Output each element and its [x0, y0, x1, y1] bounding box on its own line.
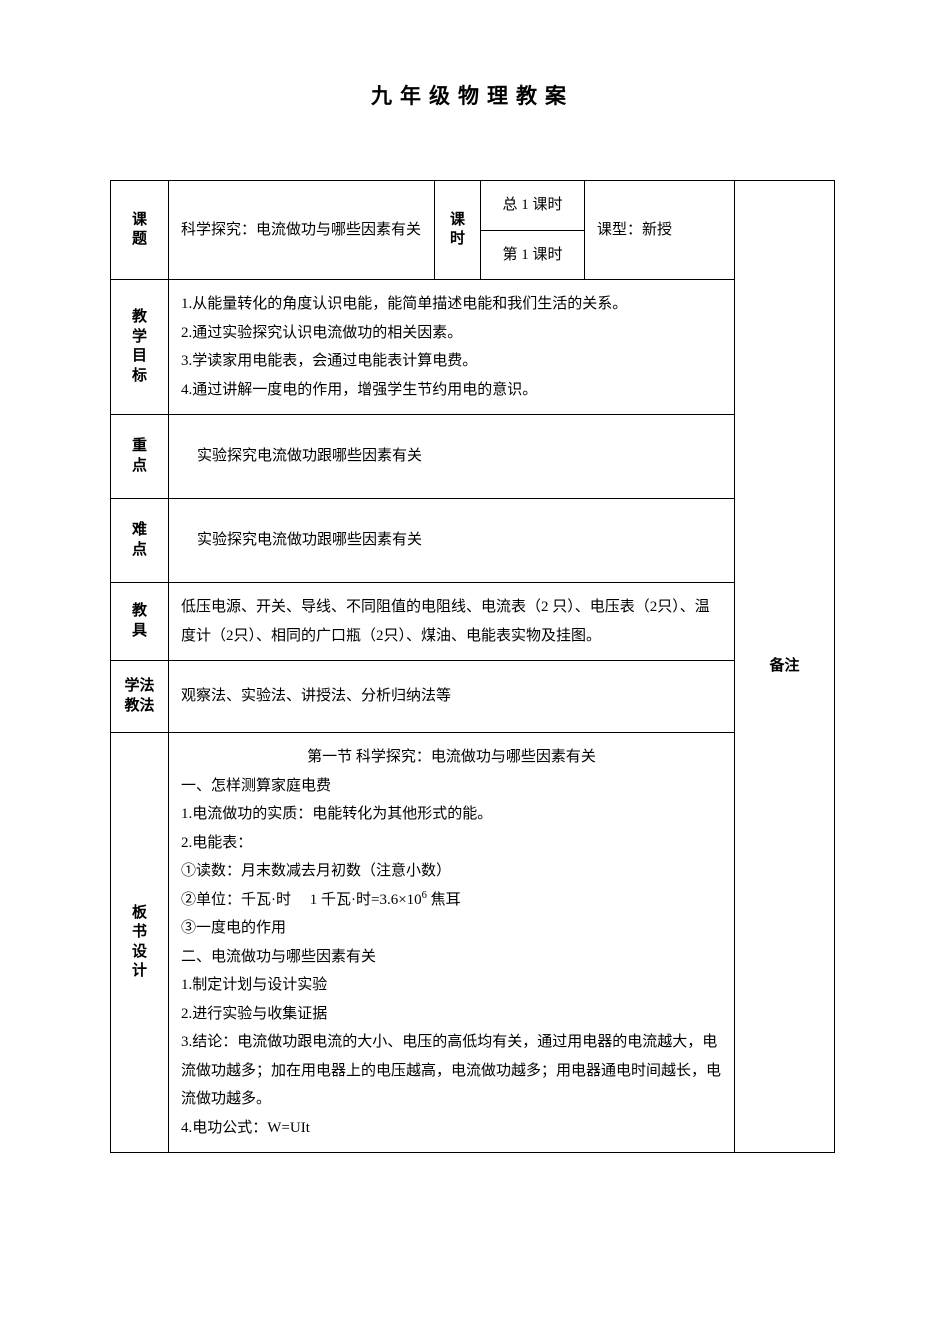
board-line: 4.电功公式：W=UIt — [181, 1114, 722, 1143]
board-line: 2.电能表： — [181, 829, 722, 858]
lesson-type: 课型：新授 — [585, 181, 735, 280]
objective-line: 4.通过讲解一度电的作用，增强学生节约用电的意识。 — [181, 376, 722, 405]
label-topic: 课题 — [111, 181, 169, 280]
label-tools: 教具 — [111, 583, 169, 661]
topic-text: 科学探究：电流做功与哪些因素有关 — [169, 181, 435, 280]
board-line: 2.进行实验与收集证据 — [181, 1000, 722, 1029]
board-line: 1.制定计划与设计实验 — [181, 971, 722, 1000]
label-remark: 备注 — [735, 181, 835, 1153]
keypoint-content: 实验探究电流做功跟哪些因素有关 — [169, 415, 735, 499]
label-period: 课时 — [435, 181, 481, 280]
board-unit-suffix: 焦耳 — [427, 892, 461, 908]
label-objectives: 教学目标 — [111, 280, 169, 415]
total-period: 总 1 课时 — [481, 181, 585, 231]
board-line: ②单位：千瓦·时 1 千瓦·时=3.6×106 焦耳 — [181, 886, 722, 915]
objective-line: 2.通过实验探究认识电流做功的相关因素。 — [181, 319, 722, 348]
methods-content: 观察法、实验法、讲授法、分析归纳法等 — [169, 661, 735, 733]
difficulty-content: 实验探究电流做功跟哪些因素有关 — [169, 499, 735, 583]
board-title: 第一节 科学探究：电流做功与哪些因素有关 — [181, 743, 722, 772]
board-line: 3.结论：电流做功跟电流的大小、电压的高低均有关，通过用电器的电流越大，电流做功… — [181, 1028, 722, 1114]
label-methods: 学法教法 — [111, 661, 169, 733]
board-line: ③一度电的作用 — [181, 914, 722, 943]
board-content: 第一节 科学探究：电流做功与哪些因素有关 一、怎样测算家庭电费 1.电流做功的实… — [169, 733, 735, 1153]
board-unit-text: ②单位：千瓦·时 1 千瓦·时=3.6×10 — [181, 892, 422, 908]
board-line: 二、电流做功与哪些因素有关 — [181, 943, 722, 972]
objectives-content: 1.从能量转化的角度认识电能，能简单描述电能和我们生活的关系。 2.通过实验探究… — [169, 280, 735, 415]
page-title: 九年级物理教案 — [110, 80, 835, 110]
label-difficulty: 难点 — [111, 499, 169, 583]
current-period: 第 1 课时 — [481, 230, 585, 280]
objective-line: 1.从能量转化的角度认识电能，能简单描述电能和我们生活的关系。 — [181, 290, 722, 319]
tools-content: 低压电源、开关、导线、不同阻值的电阻线、电流表（2 只）、电压表（2只）、温度计… — [169, 583, 735, 661]
label-keypoint: 重点 — [111, 415, 169, 499]
objective-line: 3.学读家用电能表，会通过电能表计算电费。 — [181, 347, 722, 376]
board-line: 一、怎样测算家庭电费 — [181, 772, 722, 801]
board-line: 1.电流做功的实质：电能转化为其他形式的能。 — [181, 800, 722, 829]
lesson-plan-table: 课题 科学探究：电流做功与哪些因素有关 课时 总 1 课时 课型：新授 备注 第… — [110, 180, 835, 1153]
label-board: 板书设计 — [111, 733, 169, 1153]
board-line: ①读数：月末数减去月初数（注意小数） — [181, 857, 722, 886]
